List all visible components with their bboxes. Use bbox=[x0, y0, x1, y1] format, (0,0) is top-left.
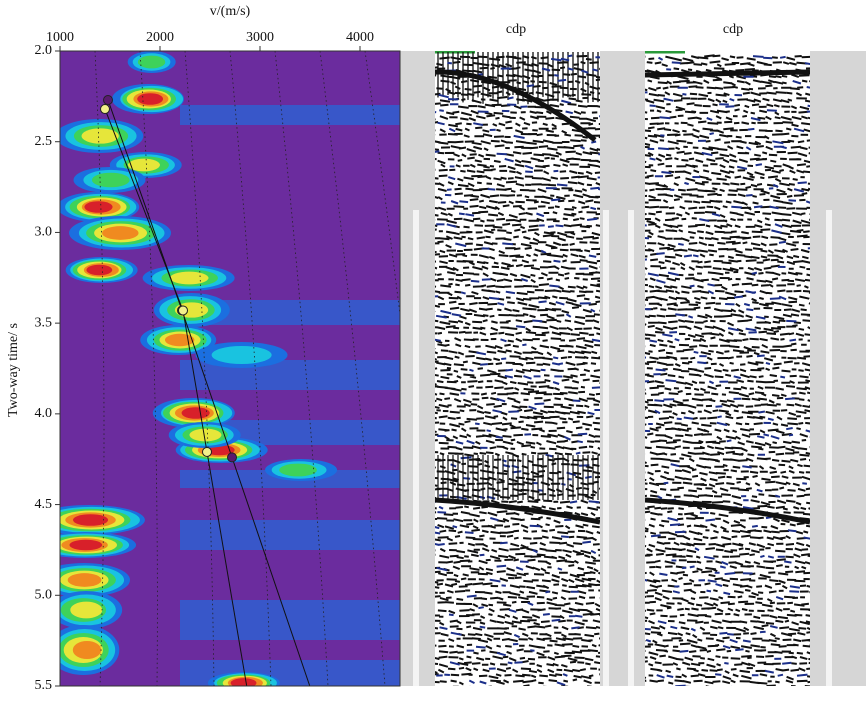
frame-highlight bbox=[826, 210, 832, 686]
x-tick-label: 2000 bbox=[146, 30, 174, 45]
gather-title: cdp bbox=[506, 22, 526, 37]
semblance-blob bbox=[102, 226, 139, 240]
trace-row-blue bbox=[746, 195, 753, 196]
semblance-band bbox=[180, 520, 400, 550]
trace-row-blue bbox=[587, 219, 597, 220]
semblance-blob bbox=[92, 173, 130, 188]
semblance-blob bbox=[182, 407, 210, 419]
semblance-blob bbox=[68, 573, 102, 587]
semblance-blob bbox=[73, 514, 108, 526]
semblance-blob bbox=[165, 334, 194, 347]
trace-row-blue bbox=[589, 256, 596, 257]
trace-row-blue bbox=[558, 80, 566, 81]
trace-row-blue bbox=[467, 596, 477, 597]
reflector bbox=[645, 72, 810, 75]
trace-row-blue bbox=[480, 555, 485, 556]
semblance-band bbox=[180, 600, 400, 640]
semblance-blob bbox=[138, 56, 165, 69]
frame-highlight bbox=[413, 210, 419, 686]
semblance-blob bbox=[170, 272, 209, 285]
semblance-blob bbox=[69, 540, 102, 551]
y-axis-label: Two-way time/ s bbox=[6, 323, 21, 417]
gather-title: cdp bbox=[723, 22, 743, 37]
semblance-blob bbox=[279, 464, 317, 477]
trace-row-blue bbox=[675, 686, 819, 690]
semblance-blob bbox=[137, 93, 163, 105]
trace-row-blue bbox=[590, 208, 596, 209]
gather-frame bbox=[810, 51, 866, 686]
y-tick-label: 5.5 bbox=[35, 678, 53, 693]
trace-row-blue bbox=[716, 406, 723, 407]
trace-row-blue bbox=[475, 424, 480, 425]
pick-point bbox=[203, 447, 212, 456]
pick-point bbox=[104, 95, 113, 104]
trace-row-blue bbox=[656, 370, 666, 371]
semblance-blob bbox=[86, 265, 112, 276]
y-tick-label: 2.5 bbox=[35, 134, 53, 149]
trace-row-blue bbox=[554, 261, 561, 262]
pick-point bbox=[228, 453, 237, 462]
y-tick-label: 4.0 bbox=[35, 406, 53, 421]
trace-row-blue bbox=[447, 63, 452, 64]
trace-row-blue bbox=[650, 158, 656, 159]
semblance-band bbox=[180, 105, 400, 125]
pick-point bbox=[179, 306, 188, 315]
semblance-blob bbox=[189, 429, 221, 442]
frame-highlight bbox=[603, 210, 609, 686]
trace-row-blue bbox=[661, 172, 671, 173]
y-tick-label: 3.0 bbox=[35, 225, 53, 240]
semblance-blob bbox=[73, 641, 101, 659]
trace-row-blue bbox=[532, 321, 542, 322]
x-axis-label: v/(m/s) bbox=[210, 4, 251, 19]
trace-row-blue bbox=[592, 387, 601, 388]
semblance-blob bbox=[84, 201, 112, 213]
trace-row bbox=[430, 685, 608, 691]
frame-highlight bbox=[628, 210, 634, 686]
y-tick-label: 2.0 bbox=[35, 43, 53, 58]
semblance-blob bbox=[70, 602, 102, 619]
trace-row-blue bbox=[561, 536, 569, 537]
y-tick-label: 3.5 bbox=[35, 315, 53, 330]
trace-row-blue bbox=[557, 185, 567, 186]
trace-row-blue bbox=[786, 321, 796, 322]
x-tick-label: 3000 bbox=[246, 30, 274, 45]
trace-row-blue bbox=[694, 352, 699, 353]
pick-point bbox=[101, 105, 110, 114]
trace-row-blue bbox=[549, 286, 559, 287]
y-tick-label: 4.5 bbox=[35, 497, 53, 512]
x-tick-label: 4000 bbox=[346, 30, 374, 45]
trace-row-blue bbox=[552, 620, 561, 621]
trace-row-blue bbox=[727, 440, 732, 441]
y-tick-label: 5.0 bbox=[35, 588, 53, 603]
trace-row bbox=[640, 686, 813, 691]
semblance-blob bbox=[212, 346, 272, 364]
